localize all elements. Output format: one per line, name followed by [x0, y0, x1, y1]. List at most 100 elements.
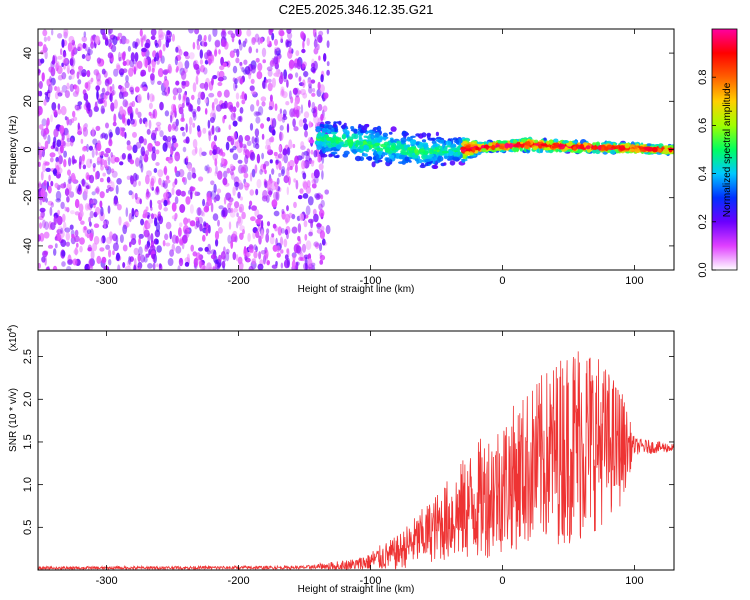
noise-cell: [308, 139, 315, 144]
noise-cell: [171, 123, 176, 131]
noise-cell: [133, 247, 139, 256]
noise-cell: [251, 37, 256, 45]
noise-cell: [61, 38, 65, 48]
signal-cell: [374, 142, 381, 146]
noise-cell: [300, 31, 305, 39]
noise-cell: [68, 75, 72, 80]
y-tick-label: 0.5: [22, 520, 34, 535]
noise-cell: [284, 213, 291, 223]
noise-cell: [311, 172, 314, 179]
noise-cell: [280, 262, 284, 269]
noise-cell: [100, 105, 105, 115]
noise-cell: [174, 196, 179, 205]
noise-cell: [52, 55, 56, 65]
noise-cell: [62, 221, 67, 231]
noise-cell: [126, 144, 133, 151]
noise-cell: [324, 189, 330, 195]
noise-cell: [266, 228, 270, 235]
noise-cell: [189, 204, 194, 214]
noise-cell: [286, 123, 290, 133]
noise-cell: [232, 145, 237, 151]
noise-cell: [107, 156, 111, 166]
noise-cell: [143, 209, 148, 219]
noise-cell: [86, 143, 89, 153]
noise-cell: [295, 50, 300, 57]
noise-cell: [85, 55, 91, 61]
noise-cell: [244, 154, 249, 165]
noise-cell: [124, 266, 131, 270]
noise-cell: [169, 230, 172, 240]
noise-cell: [95, 186, 100, 195]
noise-cell: [211, 77, 214, 86]
noise-cell: [155, 121, 162, 127]
noise-cell: [86, 232, 90, 239]
signal-cell: [373, 150, 377, 156]
signal-cell: [339, 141, 345, 145]
noise-cell: [110, 181, 115, 192]
noise-cell: [74, 104, 78, 110]
noise-cell: [45, 167, 51, 172]
noise-cell: [238, 203, 245, 213]
signal-cell: [350, 126, 355, 130]
noise-cell: [63, 57, 70, 67]
noise-cell: [198, 176, 204, 182]
noise-cell: [85, 99, 89, 108]
noise-cell: [149, 93, 155, 103]
noise-cell: [71, 155, 75, 165]
noise-cell: [282, 148, 288, 156]
noise-cell: [239, 141, 243, 148]
noise-cell: [178, 227, 182, 237]
noise-cell: [104, 39, 109, 46]
noise-cell: [91, 127, 95, 138]
noise-cell: [310, 160, 315, 167]
noise-cell: [158, 202, 163, 210]
noise-cell: [280, 227, 285, 234]
signal-cell: [333, 148, 340, 152]
noise-cell: [94, 35, 100, 45]
noise-cell: [301, 48, 306, 54]
noise-cell: [302, 193, 309, 199]
noise-cell: [84, 203, 90, 211]
noise-cell: [174, 166, 177, 174]
noise-cell: [108, 29, 113, 34]
noise-cell: [319, 259, 324, 265]
noise-cell: [79, 245, 83, 253]
noise-cell: [232, 153, 239, 161]
noise-cell: [242, 164, 249, 174]
noise-cell: [151, 129, 157, 137]
noise-cell: [90, 77, 94, 83]
noise-cell: [55, 198, 61, 203]
noise-cell: [321, 170, 324, 180]
noise-cell: [174, 125, 179, 132]
signal-cell: [440, 139, 445, 144]
signal-cell: [457, 150, 461, 156]
noise-cell: [194, 146, 198, 154]
noise-cell: [246, 29, 252, 37]
noise-cell: [268, 106, 273, 111]
noise-cell: [54, 86, 58, 91]
noise-cell: [155, 149, 160, 155]
noise-cell: [292, 87, 298, 95]
noise-cell: [319, 209, 325, 218]
noise-cell: [126, 175, 131, 180]
noise-cell: [319, 230, 325, 240]
noise-cell: [163, 199, 168, 207]
signal-cell: [488, 142, 492, 147]
noise-cell: [95, 149, 98, 156]
noise-cell: [202, 198, 206, 207]
signal-cell: [415, 133, 421, 137]
noise-cell: [59, 229, 65, 239]
signal-cell: [441, 150, 449, 154]
noise-cell: [65, 142, 71, 147]
noise-cell: [75, 85, 80, 95]
noise-cell: [91, 191, 96, 196]
noise-cell: [265, 233, 270, 243]
noise-cell: [269, 190, 272, 198]
noise-cell: [291, 226, 298, 234]
noise-cell: [65, 232, 71, 241]
noise-cell: [184, 257, 191, 263]
signal-cell: [360, 145, 364, 150]
noise-cell: [79, 104, 82, 110]
colorbar-tick-label: 0.2: [697, 214, 709, 229]
noise-cell: [136, 60, 143, 69]
